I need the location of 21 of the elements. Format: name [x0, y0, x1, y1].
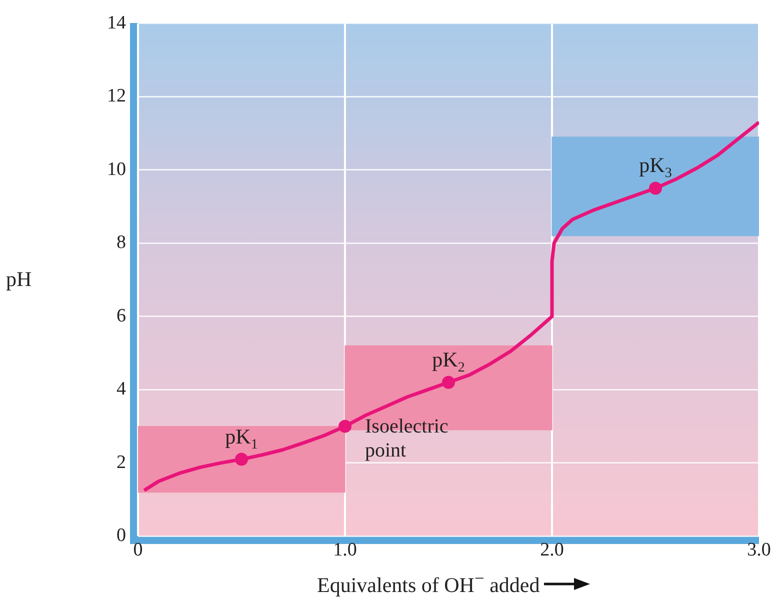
point: [338, 420, 352, 433]
y-tick-label: 14: [107, 12, 126, 34]
y-tick-label: 2: [116, 452, 126, 473]
point: [235, 452, 248, 466]
point: [649, 182, 662, 195]
x-axis-title: Equivalents of OH$^{−}$ added: [317, 568, 540, 598]
x-tick-label: 3.0: [747, 540, 771, 561]
y-axis-title: pH: [6, 267, 32, 292]
y-tick-label: 4: [116, 378, 126, 400]
y-tick-label: 8: [116, 232, 126, 254]
x-tick-label: 2.0: [540, 540, 564, 561]
bar: [138, 426, 346, 493]
x-tick-label: 0: [133, 540, 143, 561]
y-tick-label: 0: [116, 525, 126, 546]
bar: [552, 136, 759, 236]
y-tick-label: 10: [107, 158, 126, 180]
x-tick-label: 1.0: [333, 540, 357, 561]
annotation: Isoelectric point: [365, 415, 448, 462]
point: [442, 376, 455, 389]
y-tick-label: 6: [116, 305, 126, 326]
y-tick-label: 12: [107, 86, 126, 107]
